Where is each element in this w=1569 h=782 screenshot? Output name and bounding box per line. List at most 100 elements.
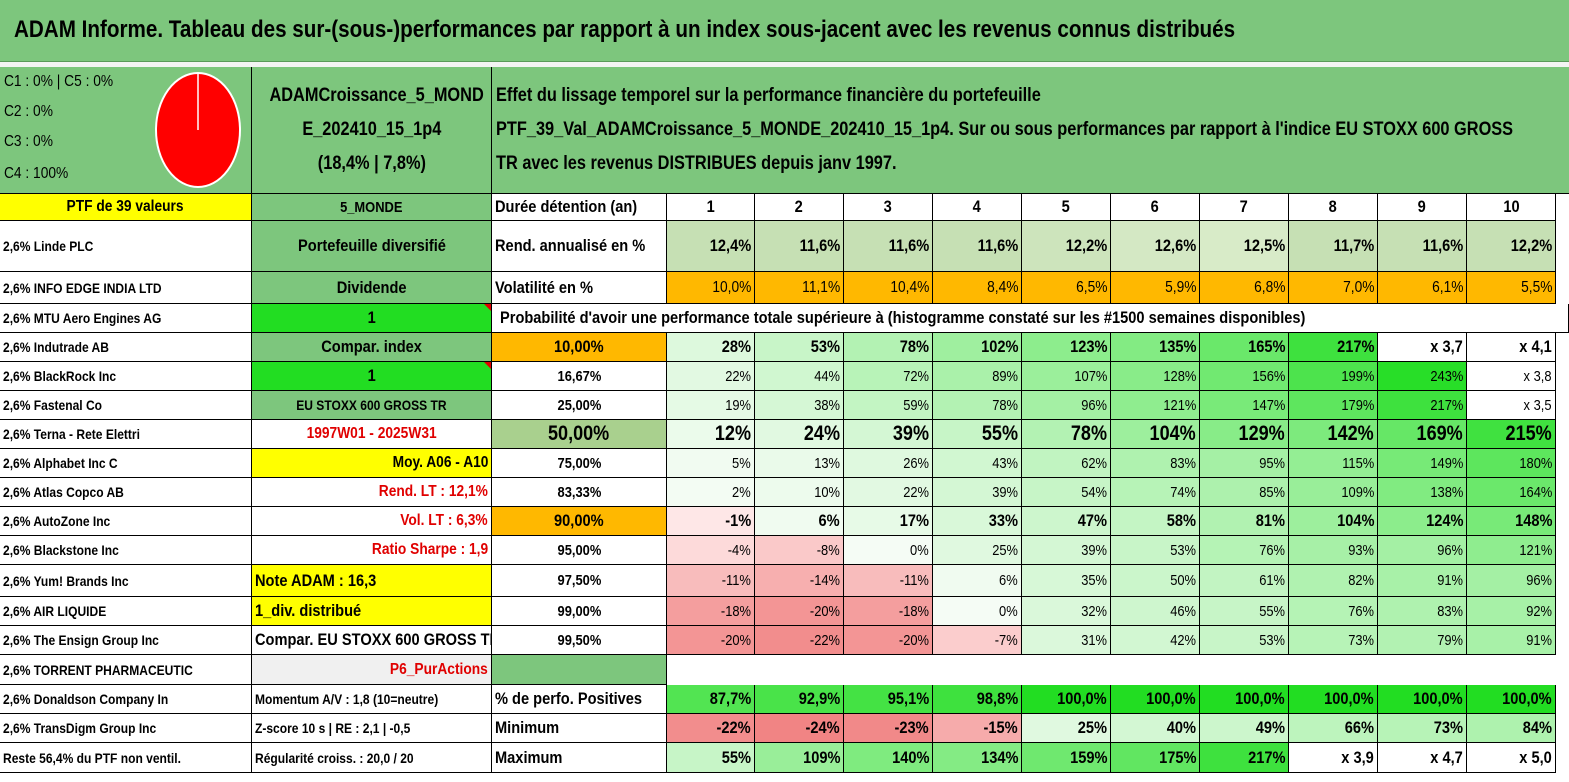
title-separator — [0, 62, 1569, 67]
quantile-value: 62% — [1022, 449, 1111, 478]
parameter-cell: 1_div. distribué — [252, 597, 492, 626]
parameter-cell: Vol. LT : 6,3% — [252, 507, 492, 536]
stat-label: Maximum — [492, 743, 667, 773]
holding-item: 2,6% Linde PLC — [0, 221, 252, 272]
quantile-value: -11% — [667, 565, 755, 597]
quantile-value: 135% — [1111, 333, 1200, 362]
quantile-probability: 25,00% — [492, 391, 667, 420]
spacer-cell — [492, 655, 667, 685]
stat-value: 100,0% — [1200, 685, 1289, 714]
quantile-value: 85% — [1200, 478, 1289, 507]
return-value: 11,6% — [1378, 221, 1467, 272]
quantile-value: 149% — [1378, 449, 1467, 478]
quantile-value: 217% — [1378, 391, 1467, 420]
quantile-value: x 4,1 — [1467, 333, 1556, 362]
quantile-value: 78% — [933, 391, 1022, 420]
return-value: 12,5% — [1200, 221, 1289, 272]
holding-item: Reste 56,4% du PTF non ventil. — [0, 743, 252, 773]
volatility-value: 5,9% — [1111, 272, 1200, 304]
holdings-header: PTF de 39 valeurs — [0, 194, 252, 221]
volatility-value: 11,1% — [755, 272, 844, 304]
quantile-probability: 99,00% — [492, 597, 667, 626]
quantile-probability: 95,00% — [492, 536, 667, 565]
allocation-line: C4 : 100% — [4, 165, 69, 182]
parameter-cell: 5_MONDE — [252, 194, 492, 221]
quantile-value: 179% — [1289, 391, 1378, 420]
holding-item: 2,6% MTU Aero Engines AG — [0, 304, 252, 333]
quantile-value: 180% — [1467, 449, 1556, 478]
quantile-value: 147% — [1200, 391, 1289, 420]
quantile-value: 123% — [1022, 333, 1111, 362]
parameter-cell: Compar. EU STOXX 600 GROSS TR — [252, 626, 492, 655]
stat-value: x 3,9 — [1289, 743, 1378, 773]
quantile-value: -18% — [844, 597, 933, 626]
stat-value: 73% — [1378, 714, 1467, 743]
quantile-value: -20% — [844, 626, 933, 655]
quantile-probability: 10,00% — [492, 333, 667, 362]
quantile-value: 53% — [1200, 626, 1289, 655]
holdings-column: PTF de 39 valeurs 2,6% Linde PLC 2,6% INFO… — [0, 194, 252, 782]
quantile-value: 73% — [1289, 626, 1378, 655]
return-value: 11,6% — [844, 221, 933, 272]
quantile-value: 22% — [844, 478, 933, 507]
title-bar: ADAM Informe. Tableau des sur-(sous-)per… — [0, 0, 1569, 62]
horizon-year: 3 — [844, 194, 933, 221]
quantile-value: -11% — [844, 565, 933, 597]
quantile-value: 89% — [933, 362, 1022, 391]
volatility-value: 7,0% — [1289, 272, 1378, 304]
parameters-column: 5_MONDE Portefeuille diversifié Dividende 1… — [252, 194, 492, 782]
quantile-value: 217% — [1289, 333, 1378, 362]
quantile-value: 78% — [844, 333, 933, 362]
quantile-probability: 99,50% — [492, 626, 667, 655]
description-line2: PTF_39_Val_ADAMCroissance_5_MONDE_202410… — [496, 119, 1514, 140]
stat-value: 95,1% — [844, 685, 933, 714]
parameter-cell: Ratio Sharpe : 1,9 — [252, 536, 492, 565]
holding-item: 2,6% Terna - Rete Elettri — [0, 420, 252, 449]
horizon-label: Durée détention (an) — [492, 194, 667, 221]
quantile-value: 156% — [1200, 362, 1289, 391]
stat-value: 55% — [667, 743, 755, 773]
quantile-value: 28% — [667, 333, 755, 362]
allocation-panel: C1 : 0% | C5 : 0% C2 : 0% C3 : 0% C4 : 1… — [0, 67, 252, 194]
description-panel: Effet du lissage temporel sur la perform… — [492, 67, 1569, 194]
stat-value: 100,0% — [1289, 685, 1378, 714]
quantile-value: 104% — [1289, 507, 1378, 536]
holding-item: 2,6% AIR LIQUIDE — [0, 597, 252, 626]
holding-item: 2,6% Alphabet Inc C — [0, 449, 252, 478]
quantile-value: 169% — [1378, 420, 1467, 449]
stat-value: -15% — [933, 714, 1022, 743]
quantile-value: 50% — [1111, 565, 1200, 597]
quantile-value: 78% — [1022, 420, 1111, 449]
holding-item: 2,6% Donaldson Company In — [0, 685, 252, 714]
quantile-value: 95% — [1200, 449, 1289, 478]
quantile-value: 115% — [1289, 449, 1378, 478]
parameter-cell: Portefeuille diversifié — [252, 221, 492, 272]
horizon-year: 5 — [1022, 194, 1111, 221]
quantile-value: 129% — [1200, 420, 1289, 449]
stat-value: 100,0% — [1022, 685, 1111, 714]
quantile-value: 104% — [1111, 420, 1200, 449]
stat-value: 40% — [1111, 714, 1200, 743]
quantile-value: 55% — [933, 420, 1022, 449]
parameter-cell: Momentum A/V : 1,8 (10=neutre) — [252, 685, 492, 714]
quantile-value: 124% — [1378, 507, 1467, 536]
quantile-value: 42% — [1111, 626, 1200, 655]
quantile-value: 74% — [1111, 478, 1200, 507]
stat-value: 140% — [844, 743, 933, 773]
quantile-value: 92% — [1467, 597, 1556, 626]
quantile-value: 6% — [933, 565, 1022, 597]
stat-value: 100,0% — [1111, 685, 1200, 714]
quantile-probability: 97,50% — [492, 565, 667, 597]
quantile-value: 121% — [1467, 536, 1556, 565]
page-title: ADAM Informe. Tableau des sur-(sous-)per… — [14, 16, 1236, 43]
quantile-value: 76% — [1200, 536, 1289, 565]
volatility-value: 6,1% — [1378, 272, 1467, 304]
stat-value: 92,9% — [755, 685, 844, 714]
quantile-value: -8% — [755, 536, 844, 565]
volatility-value: 6,5% — [1022, 272, 1111, 304]
stat-value: 159% — [1022, 743, 1111, 773]
quantile-value: 0% — [933, 597, 1022, 626]
volatility-value: 6,8% — [1200, 272, 1289, 304]
quantile-value: 0% — [844, 536, 933, 565]
quantile-value: -20% — [755, 597, 844, 626]
